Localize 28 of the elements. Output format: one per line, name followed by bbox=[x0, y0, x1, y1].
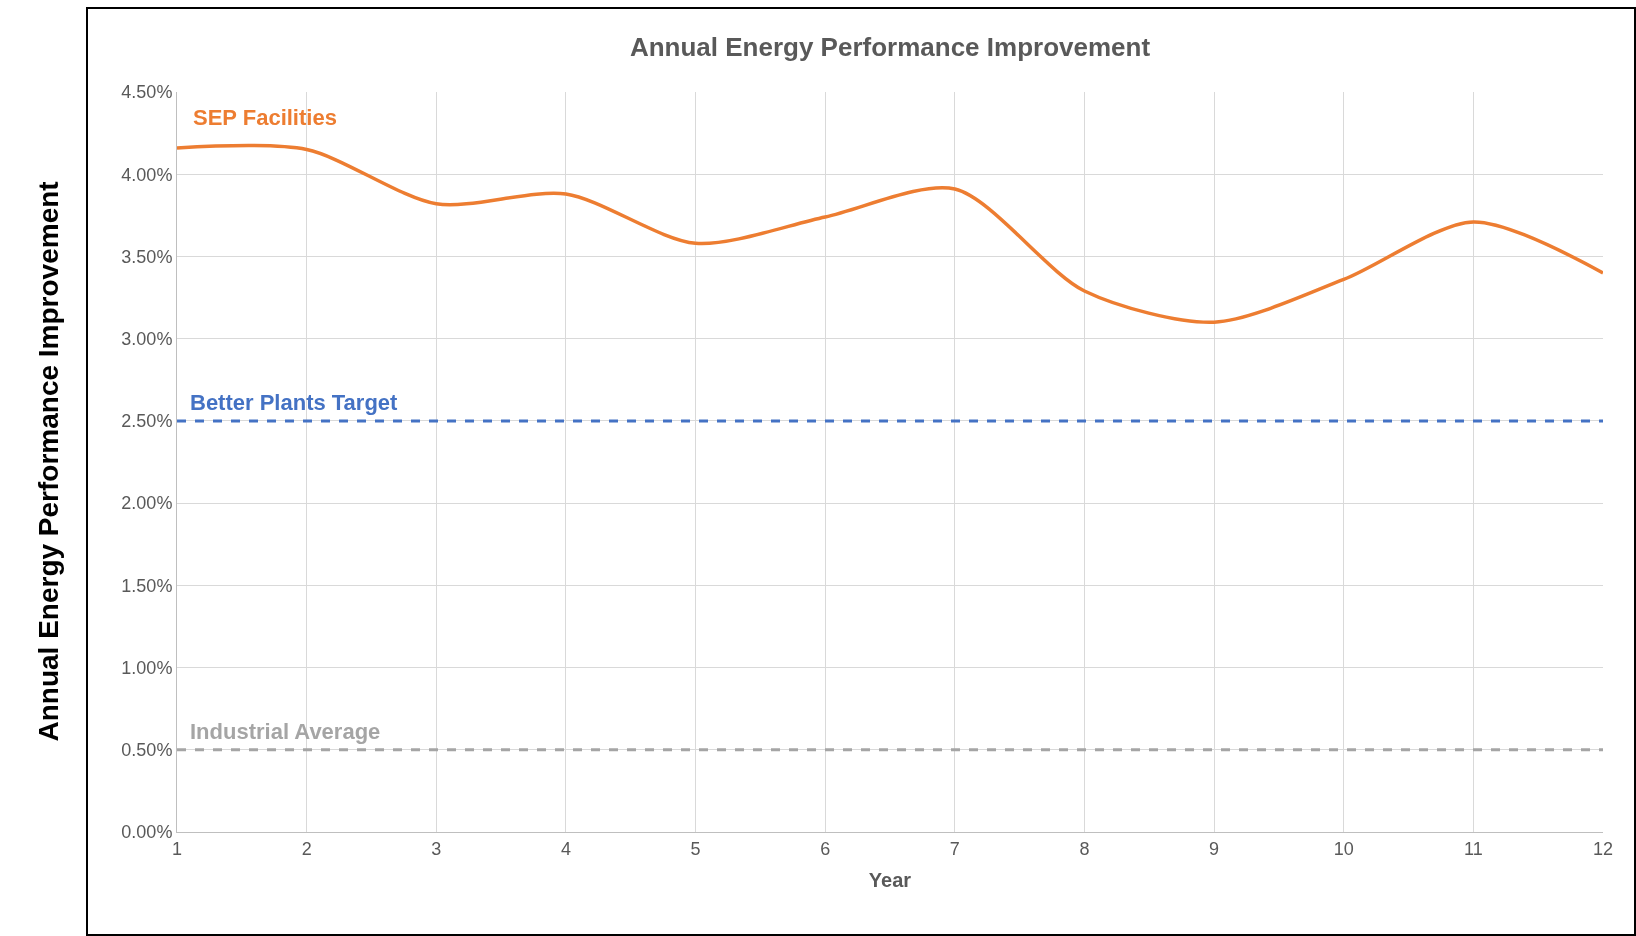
y-tick-label: 2.00% bbox=[121, 493, 173, 514]
x-tick-label: 12 bbox=[1592, 838, 1614, 859]
y-tick-label: 4.50% bbox=[121, 82, 173, 103]
series-label: SEP Facilities bbox=[193, 105, 337, 130]
x-tick-label: 2 bbox=[301, 838, 312, 859]
ref-line-label: Better Plants Target bbox=[190, 390, 399, 415]
y-tick-label: 0.00% bbox=[121, 822, 173, 843]
y-tick-label: 0.50% bbox=[121, 740, 173, 761]
y-tick-label: 2.50% bbox=[121, 411, 173, 432]
x-tick-label: 4 bbox=[560, 838, 571, 859]
x-tick-label: 6 bbox=[820, 838, 831, 859]
x-tick-label: 8 bbox=[1079, 838, 1090, 859]
x-tick-label: 5 bbox=[690, 838, 701, 859]
chart-title: Annual Energy Performance Improvement bbox=[629, 32, 1151, 63]
y-axis-title: Annual Energy Performance Improvement bbox=[32, 181, 64, 742]
y-tick-label: 1.50% bbox=[121, 575, 173, 596]
x-tick-label: 1 bbox=[171, 838, 183, 859]
x-tick-label: 3 bbox=[431, 838, 442, 859]
x-axis-title: Year bbox=[868, 869, 912, 892]
y-tick-label: 3.50% bbox=[121, 246, 173, 267]
x-tick-label: 10 bbox=[1333, 838, 1354, 859]
x-tick-label: 7 bbox=[949, 838, 960, 859]
x-tick-label: 9 bbox=[1209, 838, 1220, 859]
y-tick-label: 1.00% bbox=[121, 657, 173, 678]
x-tick-label: 11 bbox=[1464, 838, 1483, 859]
y-tick-label: 3.00% bbox=[121, 328, 173, 349]
ref-line-label: Industrial Average bbox=[190, 719, 381, 744]
y-tick-label: 4.00% bbox=[121, 164, 173, 185]
